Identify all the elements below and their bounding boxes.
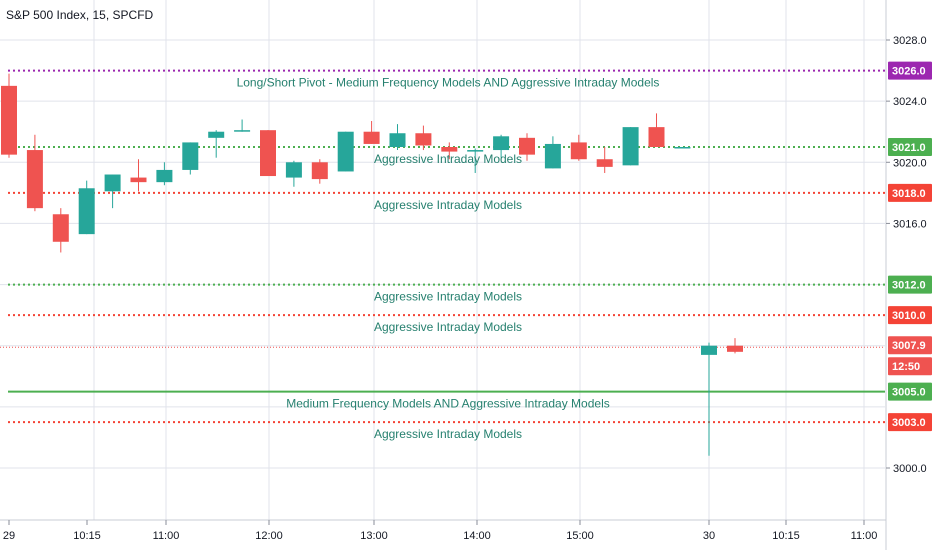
candle-body bbox=[467, 150, 484, 152]
candle-body bbox=[285, 162, 302, 178]
candle-body bbox=[727, 345, 743, 352]
level-lines bbox=[0, 69, 885, 424]
grid bbox=[0, 0, 885, 520]
candle-body bbox=[52, 214, 69, 242]
candle-body bbox=[596, 159, 613, 167]
y-tick-label: 3024.0 bbox=[893, 96, 927, 108]
level-badge: 3012.0 bbox=[892, 280, 926, 292]
candle-body bbox=[104, 174, 121, 192]
candle-body bbox=[234, 130, 251, 132]
candle-body bbox=[130, 177, 147, 183]
candle-body bbox=[701, 345, 717, 355]
x-tick-label: 29 bbox=[3, 530, 15, 542]
level-label: Aggressive Intraday Models bbox=[374, 152, 522, 166]
level-label: Aggressive Intraday Models bbox=[374, 320, 522, 334]
candle-body bbox=[156, 169, 173, 183]
candle-body bbox=[363, 131, 380, 144]
level-badge-bg bbox=[888, 382, 932, 401]
level-badge-bg bbox=[888, 138, 932, 156]
x-tick-label: 13:00 bbox=[360, 530, 388, 542]
level-badge-bg bbox=[888, 306, 932, 325]
x-tick-label: 15:00 bbox=[566, 530, 594, 542]
candle-body bbox=[622, 127, 639, 166]
level-badge-bg bbox=[888, 183, 932, 202]
x-tick-label: 10:15 bbox=[772, 530, 800, 542]
level-label: Medium Frequency Models AND Aggressive I… bbox=[286, 397, 609, 411]
candle-body bbox=[208, 131, 225, 138]
x-tick-label: 12:00 bbox=[255, 530, 283, 542]
candle-body bbox=[26, 150, 43, 209]
level-badge: 3010.0 bbox=[892, 310, 926, 322]
last-price-badge-bg bbox=[888, 336, 932, 355]
y-tick-label: 3000.0 bbox=[893, 463, 927, 475]
time-axis[interactable]: 29 10:15 11:00 12:00 13:00 14:00 15:00 30 10:15 1… bbox=[0, 519, 886, 542]
level-label: Aggressive Intraday Models bbox=[374, 198, 522, 212]
level-badge: 3021.0 bbox=[892, 142, 926, 154]
candle-body bbox=[415, 133, 432, 146]
x-tick-label: 30 bbox=[703, 530, 715, 542]
y-tick-label: 3020.0 bbox=[893, 157, 927, 169]
x-tick-label: 11:00 bbox=[153, 530, 180, 542]
level-badge-bg bbox=[888, 61, 932, 80]
x-tick-label: 10:15 bbox=[73, 530, 101, 542]
candle-body bbox=[389, 133, 406, 147]
countdown-badge: 12:50 bbox=[892, 361, 920, 373]
candle-body bbox=[493, 136, 510, 151]
countdown-badge-bg bbox=[888, 357, 932, 376]
y-tick-label: 3028.0 bbox=[893, 35, 927, 47]
candle-body bbox=[337, 131, 354, 172]
level-label: Aggressive Intraday Models bbox=[374, 290, 522, 304]
candle-body bbox=[544, 143, 561, 169]
x-tick-label: 14:00 bbox=[463, 530, 491, 542]
axis-bg bbox=[886, 0, 932, 550]
level-badge: 3026.0 bbox=[892, 66, 926, 78]
price-axis[interactable]: 3000.0 3016.0 3020.0 3024.0 3028.0 bbox=[885, 0, 932, 550]
price-badges: 3026.0 3021.0 3018.0 3012.0 3010.0 3005.0 3003… bbox=[888, 61, 932, 432]
candle-body bbox=[260, 130, 276, 177]
candle-body bbox=[1, 85, 17, 155]
level-labels: Long/Short Pivot - Medium Frequency Mode… bbox=[237, 76, 660, 442]
candle-body bbox=[570, 142, 587, 160]
candles bbox=[1, 73, 743, 456]
candle-body bbox=[182, 142, 199, 170]
candle-body bbox=[648, 127, 665, 147]
x-tick-label: 11:00 bbox=[851, 530, 878, 542]
candle-body bbox=[311, 162, 328, 180]
level-badge: 3018.0 bbox=[892, 188, 926, 200]
level-badge-bg bbox=[888, 413, 932, 432]
level-badge-bg bbox=[888, 275, 932, 294]
candle-body bbox=[519, 137, 535, 155]
candle-body bbox=[441, 147, 458, 152]
y-tick-label: 3016.0 bbox=[893, 218, 927, 230]
level-badge: 3005.0 bbox=[892, 387, 926, 399]
level-label: Aggressive Intraday Models bbox=[374, 427, 522, 441]
candle-body bbox=[674, 147, 691, 149]
last-price-badge: 3007.9 bbox=[892, 340, 926, 352]
candle-body bbox=[78, 188, 95, 235]
chart-title: S&P 500 Index, 15, SPCFD bbox=[6, 8, 154, 22]
level-badge: 3003.0 bbox=[892, 417, 926, 429]
level-label: Long/Short Pivot - Medium Frequency Mode… bbox=[237, 76, 660, 90]
